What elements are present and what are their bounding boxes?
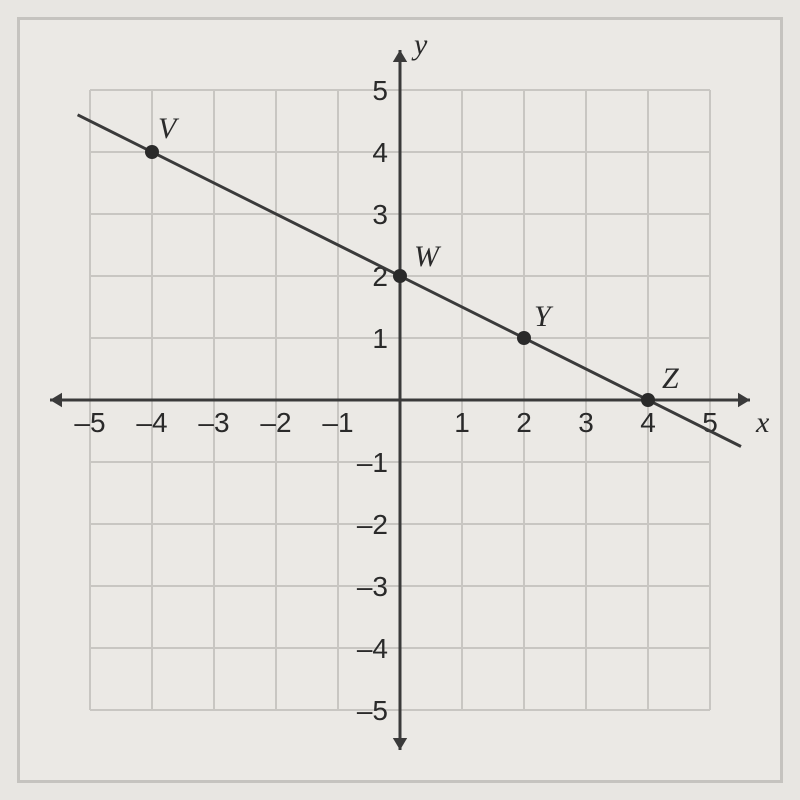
graph-line — [78, 115, 741, 447]
y-tick-label: –3 — [357, 571, 388, 602]
y-tick-label: –5 — [357, 695, 388, 726]
y-tick-label: –2 — [357, 509, 388, 540]
x-tick-label: 2 — [516, 407, 532, 438]
data-point — [517, 331, 531, 345]
x-tick-label: –4 — [136, 407, 167, 438]
y-tick-label: –1 — [357, 447, 388, 478]
coordinate-graph: –5–4–3–2–112345–5–4–3–2–112345xyVWYZ — [17, 17, 783, 783]
y-axis-label: y — [411, 28, 428, 61]
data-point — [145, 145, 159, 159]
x-axis-label: x — [755, 406, 770, 439]
x-tick-label: –5 — [74, 407, 105, 438]
y-tick-label: 3 — [372, 199, 388, 230]
x-tick-label: 4 — [640, 407, 656, 438]
point-label: Z — [662, 362, 679, 395]
x-tick-label: –1 — [322, 407, 353, 438]
point-label: W — [414, 240, 442, 273]
point-label: Y — [534, 300, 554, 333]
y-tick-label: 5 — [372, 75, 388, 106]
data-point — [393, 269, 407, 283]
x-tick-label: –2 — [260, 407, 291, 438]
data-point — [641, 393, 655, 407]
y-tick-label: 1 — [372, 323, 388, 354]
x-tick-label: 3 — [578, 407, 594, 438]
y-tick-label: 4 — [372, 137, 388, 168]
y-tick-label: –4 — [357, 633, 388, 664]
graph-svg: –5–4–3–2–112345–5–4–3–2–112345xyVWYZ — [20, 20, 780, 780]
x-tick-label: 1 — [454, 407, 470, 438]
point-label: V — [158, 112, 180, 145]
x-tick-label: –3 — [198, 407, 229, 438]
